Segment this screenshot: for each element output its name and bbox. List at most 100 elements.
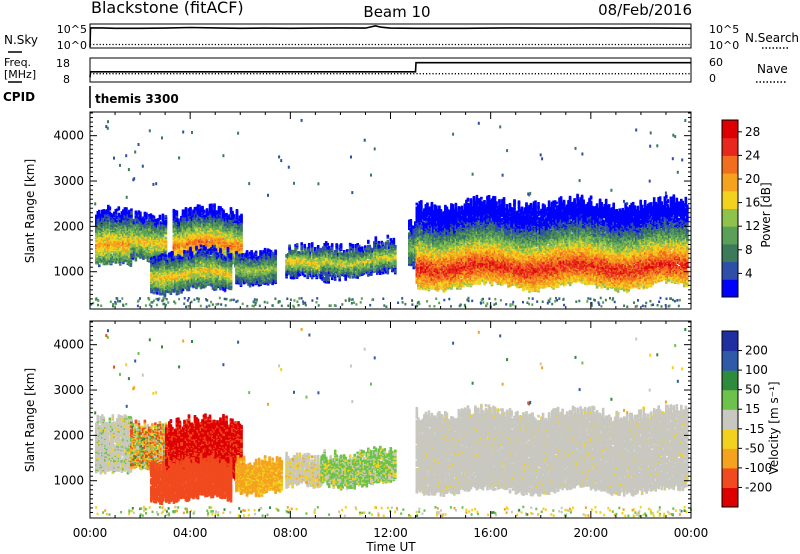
range-cell bbox=[134, 254, 138, 258]
range-cell bbox=[101, 219, 104, 223]
range-cell bbox=[145, 236, 148, 240]
range-cell bbox=[125, 259, 128, 263]
range-cell bbox=[160, 247, 163, 250]
range-cell bbox=[145, 249, 148, 253]
range-cell bbox=[143, 218, 147, 221]
range-cell bbox=[108, 211, 112, 215]
range-cell bbox=[120, 250, 124, 254]
range-cell bbox=[189, 218, 192, 222]
range-cell bbox=[189, 222, 192, 225]
range-cell bbox=[102, 237, 106, 240]
range-cell bbox=[254, 250, 258, 254]
range-cell bbox=[175, 212, 179, 216]
range-cell bbox=[123, 221, 127, 224]
range-cell bbox=[184, 235, 188, 238]
range-cell bbox=[105, 257, 109, 261]
range-cell bbox=[250, 250, 253, 253]
range-cell bbox=[136, 248, 139, 251]
range-cell bbox=[99, 213, 103, 217]
range-cell bbox=[99, 242, 103, 246]
range-cell bbox=[102, 221, 106, 225]
range-cell bbox=[219, 248, 222, 251]
range-cell bbox=[130, 242, 133, 246]
range-cell bbox=[181, 252, 185, 256]
range-cell bbox=[139, 251, 142, 254]
range-cell bbox=[183, 209, 186, 213]
range-cell bbox=[183, 250, 186, 253]
range-cell bbox=[183, 233, 186, 237]
range-cell bbox=[213, 203, 216, 207]
range-cell bbox=[119, 229, 122, 233]
range-cell bbox=[122, 244, 125, 248]
nsky-label: N.Sky bbox=[4, 33, 38, 47]
range-cell bbox=[235, 251, 238, 254]
range-cell bbox=[245, 250, 249, 253]
range-cell bbox=[154, 252, 157, 255]
range-cell bbox=[136, 232, 139, 236]
range-cell bbox=[116, 208, 119, 212]
range-cell bbox=[174, 252, 177, 255]
range-cell bbox=[164, 231, 168, 235]
range-cell bbox=[98, 212, 101, 216]
range-cell bbox=[180, 215, 183, 219]
range-cell bbox=[128, 228, 131, 232]
range-cell bbox=[186, 252, 189, 256]
range-cell bbox=[116, 235, 119, 238]
range-cell bbox=[133, 244, 136, 247]
range-cell bbox=[274, 268, 277, 272]
range-cell bbox=[122, 225, 125, 229]
range-cell bbox=[117, 240, 121, 244]
range-cell bbox=[126, 226, 130, 230]
range-cell bbox=[125, 232, 128, 236]
range-cell bbox=[133, 226, 136, 230]
range-cell bbox=[146, 226, 150, 229]
range-cell bbox=[125, 219, 128, 223]
range-cell bbox=[146, 221, 150, 224]
range-cell bbox=[140, 248, 144, 252]
range-cell bbox=[177, 229, 180, 233]
range-cell bbox=[161, 246, 165, 250]
range-cell bbox=[175, 210, 179, 214]
range-cell bbox=[101, 246, 104, 250]
range-cell bbox=[120, 211, 124, 214]
range-cell bbox=[160, 221, 163, 225]
range-cell bbox=[107, 207, 110, 211]
range-cell bbox=[157, 251, 160, 254]
range-cell bbox=[232, 214, 236, 217]
range-cell bbox=[114, 228, 118, 231]
range-cell bbox=[107, 230, 110, 233]
range-cell bbox=[113, 235, 116, 239]
range-cell bbox=[102, 219, 106, 223]
range-cell bbox=[123, 259, 127, 263]
range-cell bbox=[153, 256, 156, 259]
range-cell bbox=[120, 259, 124, 263]
freq-series-line bbox=[89, 61, 691, 78]
range-cell bbox=[102, 209, 106, 212]
range-cell bbox=[155, 240, 159, 243]
range-cell bbox=[240, 232, 243, 236]
range-cell bbox=[201, 205, 204, 209]
range-cell bbox=[149, 243, 153, 247]
range-cell bbox=[164, 236, 168, 240]
range-cell bbox=[180, 234, 183, 238]
range-cell bbox=[181, 227, 185, 230]
range-cell bbox=[157, 237, 160, 240]
range-cell bbox=[181, 209, 185, 213]
range-cell bbox=[125, 249, 128, 252]
range-cell bbox=[163, 248, 166, 252]
range-cell bbox=[190, 251, 194, 255]
range-cell bbox=[190, 253, 194, 257]
range-cell bbox=[263, 247, 267, 251]
range-cell bbox=[139, 237, 142, 240]
range-cell bbox=[152, 246, 156, 249]
range-cell bbox=[172, 255, 176, 259]
range-cell bbox=[119, 255, 122, 259]
range-cell bbox=[113, 242, 116, 245]
range-cell bbox=[96, 211, 100, 214]
range-cell bbox=[195, 245, 198, 249]
range-cell bbox=[120, 230, 124, 233]
range-cell bbox=[240, 225, 243, 228]
range-cell bbox=[107, 246, 110, 250]
range-cell bbox=[163, 245, 166, 249]
range-cell bbox=[155, 218, 159, 222]
